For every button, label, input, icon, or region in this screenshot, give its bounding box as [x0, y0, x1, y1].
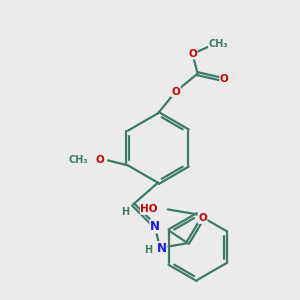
Text: N: N	[150, 220, 160, 233]
Text: N: N	[157, 242, 167, 255]
Text: H: H	[144, 245, 152, 255]
Text: O: O	[171, 86, 180, 97]
Text: HO: HO	[140, 204, 158, 214]
Text: CH₃: CH₃	[208, 39, 228, 49]
Text: O: O	[198, 213, 207, 224]
Text: O: O	[220, 74, 229, 84]
Text: CH₃: CH₃	[68, 155, 88, 165]
Text: O: O	[96, 155, 104, 165]
Text: H: H	[121, 207, 129, 218]
Text: O: O	[188, 49, 197, 59]
